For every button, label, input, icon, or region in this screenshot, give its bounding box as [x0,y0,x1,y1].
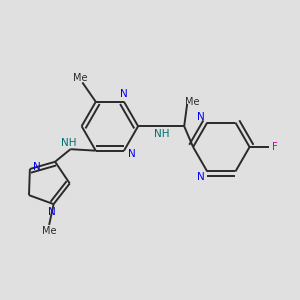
Text: N: N [197,172,205,182]
Text: N: N [48,207,56,217]
Text: Me: Me [185,97,200,106]
Text: NH: NH [61,138,77,148]
Text: N: N [33,162,41,172]
Text: N: N [197,112,205,122]
Text: Me: Me [73,73,87,83]
Text: F: F [272,142,278,152]
Text: NH: NH [154,129,170,139]
Text: N: N [128,148,135,159]
Text: N: N [120,89,128,99]
Text: Me: Me [42,226,56,236]
